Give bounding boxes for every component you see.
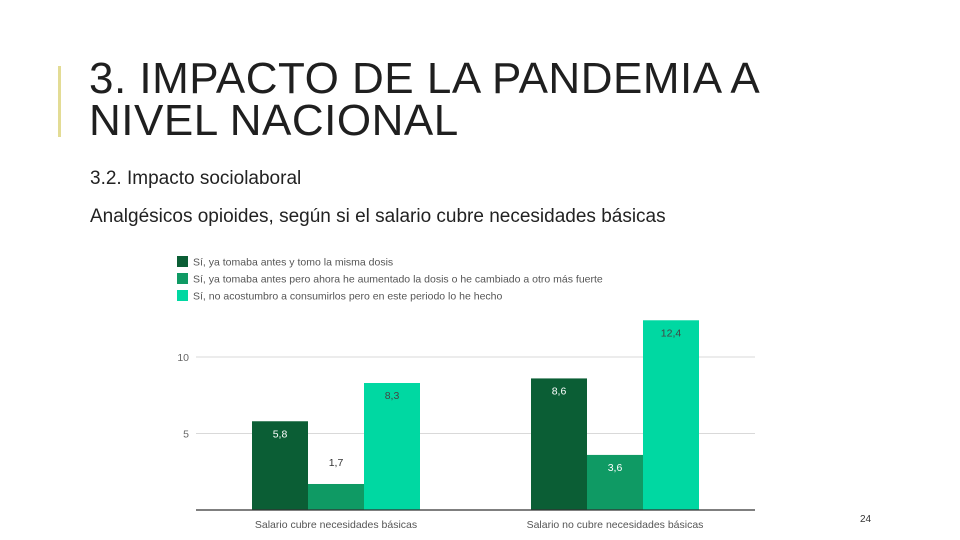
data-label: 12,4 <box>661 327 682 339</box>
data-label: 5,8 <box>273 428 288 440</box>
bar <box>308 483 364 510</box>
x-category-label: Salario cubre necesidades básicas <box>255 519 417 531</box>
y-tick-label: 5 <box>183 429 189 441</box>
bar <box>252 421 308 510</box>
x-category-label: Salario no cubre necesidades básicas <box>527 519 704 531</box>
page-number: 24 <box>860 514 872 525</box>
legend-label: Sí, ya tomaba antes y tomo la misma dosi… <box>193 257 393 269</box>
slide-subtitle: 3.2. Impacto sociolaboral <box>90 168 302 189</box>
data-label: 1,7 <box>329 457 344 469</box>
data-label: 8,6 <box>552 385 567 397</box>
y-tick-label: 10 <box>177 352 189 364</box>
bar <box>587 454 643 510</box>
bar <box>531 378 587 510</box>
bar <box>364 383 420 510</box>
slide-title-line2: NIVEL NACIONAL <box>89 96 459 145</box>
legend-label: Sí, ya tomaba antes pero ahora he aument… <box>193 274 603 286</box>
legend-swatch <box>177 256 188 267</box>
title-accent-bar <box>58 66 61 137</box>
bar <box>643 320 699 510</box>
data-label: 8,3 <box>385 390 400 402</box>
slide-title-line1: 3. IMPACTO DE LA PANDEMIA A <box>89 54 761 103</box>
legend-label: Sí, no acostumbro a consumirlos pero en … <box>193 291 503 303</box>
slide-title: 3. IMPACTO DE LA PANDEMIA A NIVEL NACION… <box>89 54 929 145</box>
legend-swatch <box>177 273 188 284</box>
chart-title: Analgésicos opioides, según si el salari… <box>90 206 666 227</box>
legend-swatch <box>177 290 188 301</box>
data-label: 3,6 <box>608 462 623 474</box>
